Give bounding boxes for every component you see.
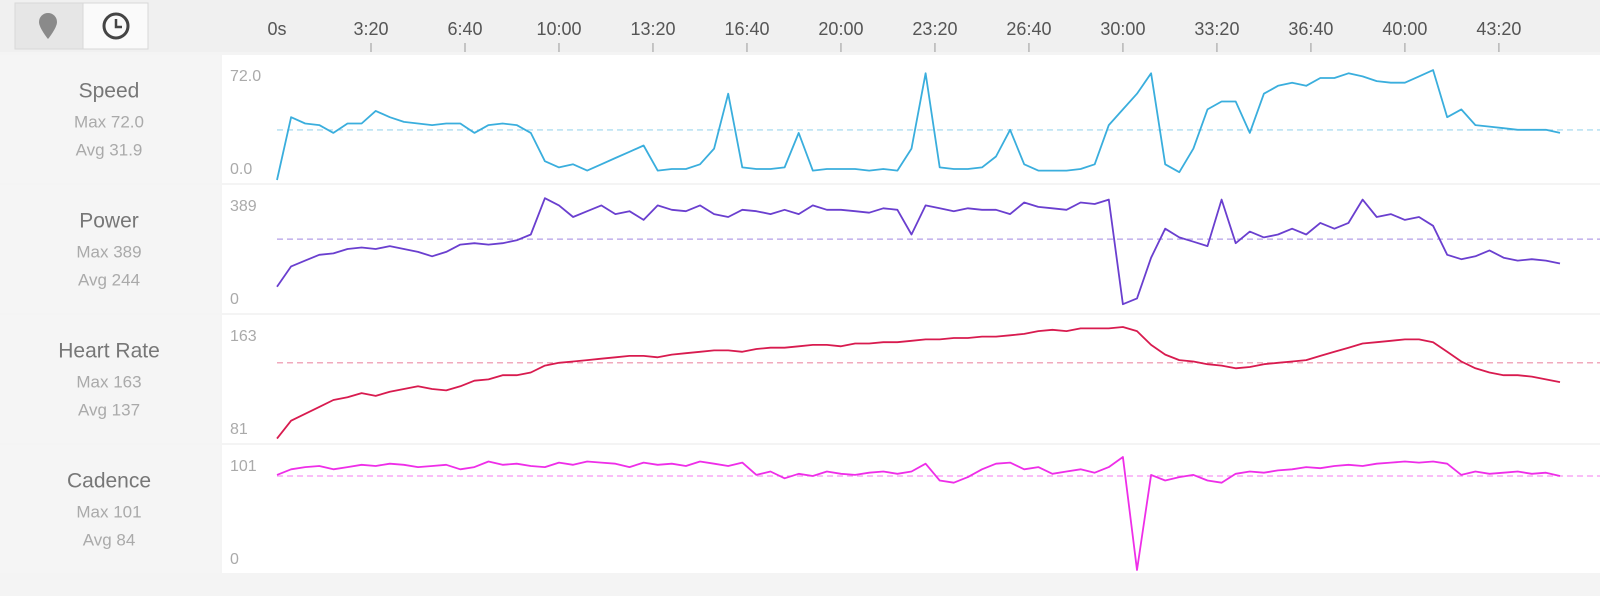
y-tick-label: 0 bbox=[230, 291, 239, 308]
x-tick-label: 43:20 bbox=[1476, 19, 1521, 39]
metric-name: Power bbox=[79, 210, 139, 233]
time-button[interactable] bbox=[82, 2, 149, 50]
x-tick-label: 20:00 bbox=[818, 19, 863, 39]
data-line bbox=[276, 456, 1561, 571]
x-tick-label: 40:00 bbox=[1382, 19, 1427, 39]
y-tick-label: 81 bbox=[230, 421, 248, 438]
side-panel bbox=[0, 55, 220, 183]
metric-max: Max 389 bbox=[76, 242, 141, 261]
x-tick-label: 26:40 bbox=[1006, 19, 1051, 39]
side-panel bbox=[0, 445, 220, 573]
metric-max: Max 101 bbox=[76, 502, 141, 521]
metric-max: Max 163 bbox=[76, 372, 141, 391]
y-tick-label: 389 bbox=[230, 198, 257, 215]
x-tick-label: 30:00 bbox=[1100, 19, 1145, 39]
time-axis-bar bbox=[0, 0, 1600, 52]
plot-panel bbox=[222, 445, 1600, 573]
clock-hands bbox=[114, 19, 122, 29]
y-tick-label: 0 bbox=[230, 551, 239, 568]
y-tick-label: 72.0 bbox=[230, 68, 261, 85]
side-panel bbox=[0, 315, 220, 443]
x-tick-label: 10:00 bbox=[536, 19, 581, 39]
metric-name: Cadence bbox=[67, 470, 151, 493]
x-tick-label: 16:40 bbox=[724, 19, 769, 39]
x-tick-label: 0s bbox=[267, 19, 286, 39]
side-panel bbox=[0, 185, 220, 313]
metric-avg: Avg 31.9 bbox=[76, 140, 143, 159]
y-tick-label: 163 bbox=[230, 328, 257, 345]
metric-name: Heart Rate bbox=[58, 340, 160, 363]
x-tick-label: 13:20 bbox=[630, 19, 675, 39]
data-line bbox=[276, 326, 1561, 440]
x-tick-label: 36:40 bbox=[1288, 19, 1333, 39]
clock-icon bbox=[102, 12, 130, 40]
map-pin-icon bbox=[39, 13, 57, 39]
plot-panel bbox=[222, 315, 1600, 443]
data-line bbox=[276, 197, 1561, 306]
x-tick-label: 33:20 bbox=[1194, 19, 1239, 39]
y-tick-label: 101 bbox=[230, 458, 257, 475]
x-tick-label: 23:20 bbox=[912, 19, 957, 39]
x-tick-label: 3:20 bbox=[353, 19, 388, 39]
plot-panel bbox=[222, 55, 1600, 183]
metric-name: Speed bbox=[79, 80, 140, 103]
plot-panel bbox=[222, 185, 1600, 313]
metric-avg: Avg 84 bbox=[83, 530, 136, 549]
metric-max: Max 72.0 bbox=[74, 112, 144, 131]
metric-avg: Avg 244 bbox=[78, 270, 140, 289]
y-tick-label: 0.0 bbox=[230, 161, 252, 178]
metric-avg: Avg 137 bbox=[78, 400, 140, 419]
data-line bbox=[276, 69, 1561, 181]
x-tick-label: 6:40 bbox=[447, 19, 482, 39]
